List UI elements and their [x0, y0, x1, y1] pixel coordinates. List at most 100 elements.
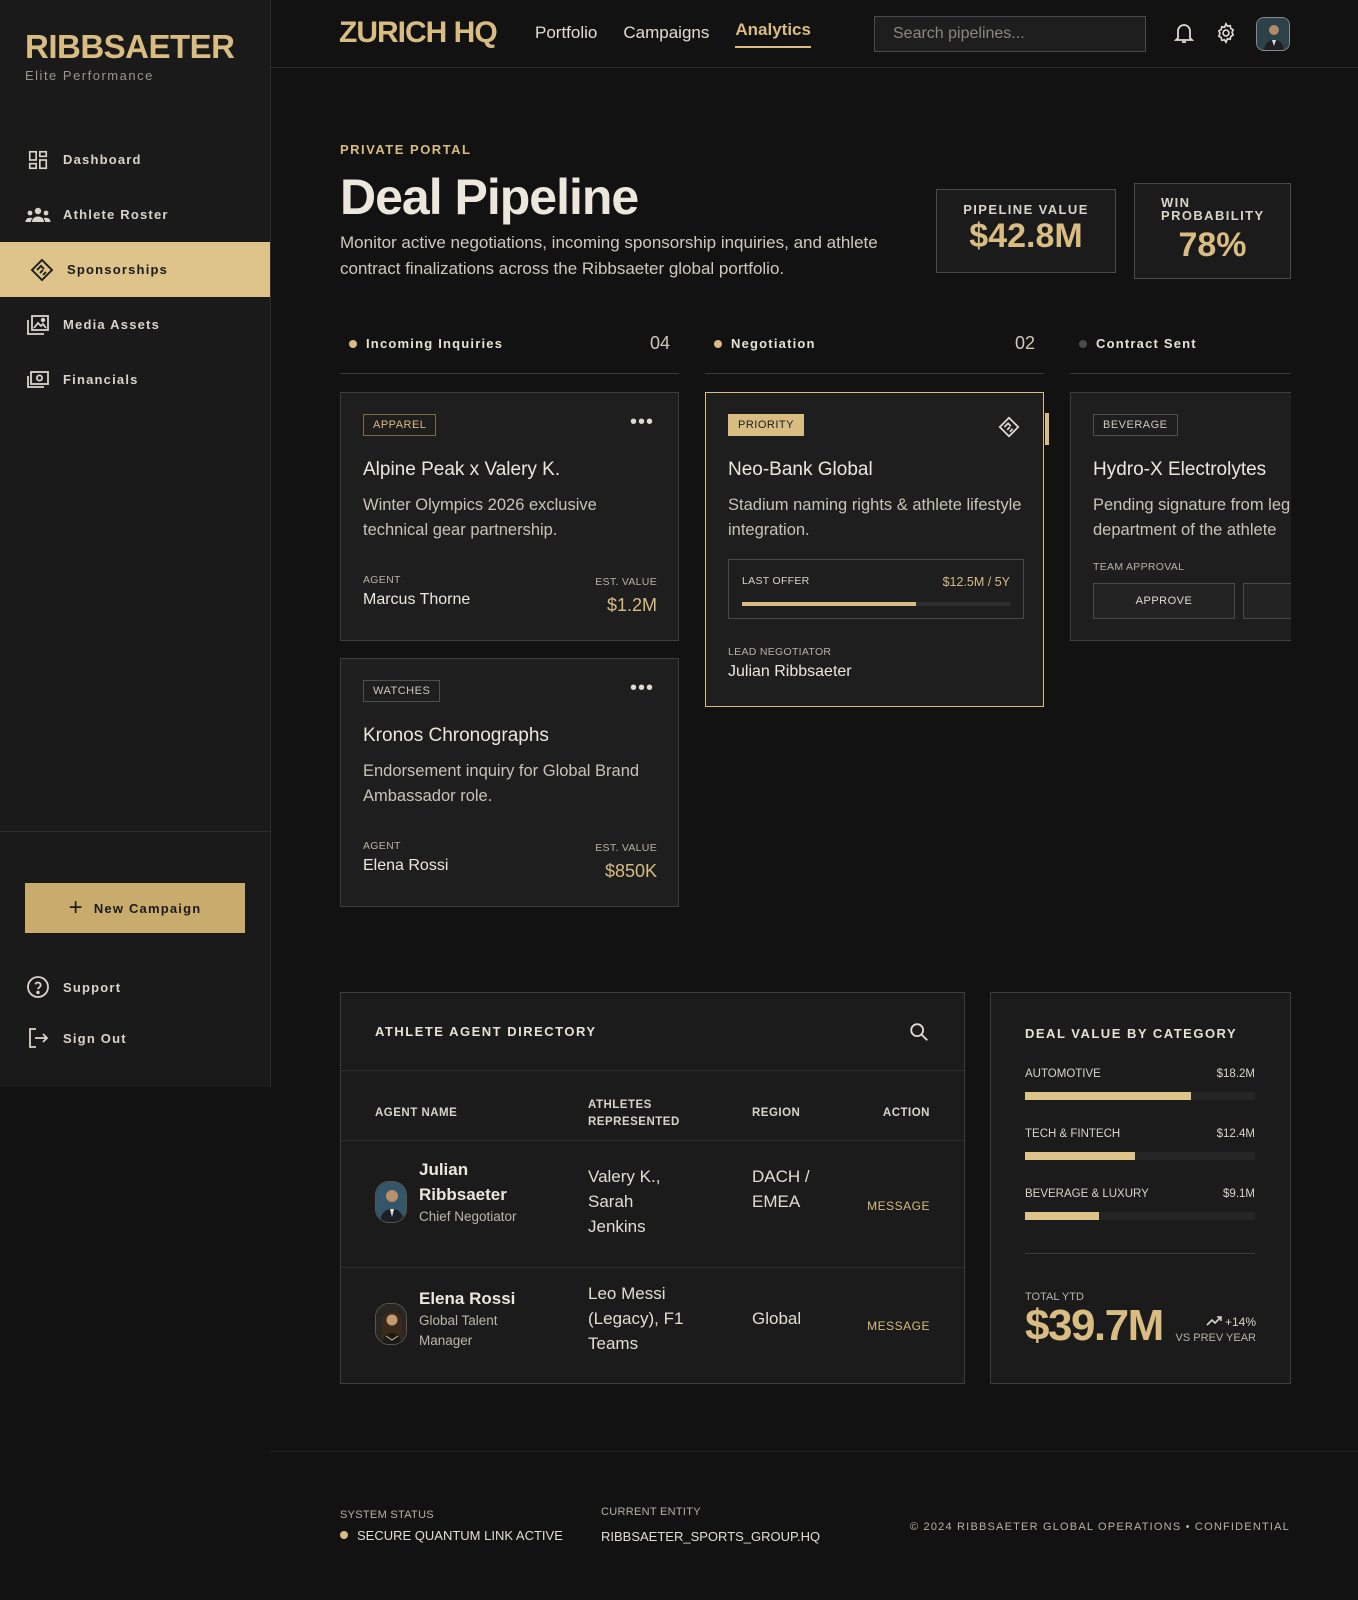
- sign-out-link[interactable]: Sign Out: [25, 1025, 127, 1051]
- pipeline-value: $42.8M: [969, 217, 1083, 255]
- column-contract-sent: Contract Sent: [1070, 326, 1291, 374]
- divider: [1025, 1253, 1255, 1254]
- new-campaign-button[interactable]: + New Campaign: [25, 883, 245, 933]
- divider: [341, 1267, 964, 1268]
- category-name: TECH & FINTECH: [1025, 1128, 1121, 1140]
- support-label: Support: [63, 979, 122, 995]
- agent-name: Marcus Thorne: [363, 591, 471, 608]
- athletes-represented: Valery K., Sarah Jenkins: [588, 1167, 661, 1236]
- est-value: $850K: [604, 861, 657, 881]
- category-row-automotive: AUTOMOTIVE $18.2M: [1025, 1068, 1255, 1100]
- column-negotiation: Negotiation 02: [705, 326, 1044, 374]
- payments-icon: [25, 367, 51, 393]
- sidebar-item-label: Financials: [63, 372, 139, 387]
- support-link[interactable]: Support: [25, 974, 121, 1000]
- nav-analytics[interactable]: Analytics: [735, 20, 811, 48]
- message-button[interactable]: MESSAGE: [867, 1319, 930, 1333]
- sidebar-item-financials[interactable]: Financials: [0, 352, 270, 407]
- page-description: Monitor active negotiations, incoming sp…: [340, 233, 878, 278]
- region: Global: [752, 1309, 802, 1328]
- category-value: $12.4M: [1216, 1128, 1255, 1140]
- user-avatar[interactable]: [1256, 17, 1290, 51]
- pipeline-value-label: PIPELINE VALUE: [963, 202, 1089, 217]
- offer-progress-fill: [742, 602, 917, 606]
- trend-caption: VS PREV YEAR: [1175, 1332, 1257, 1344]
- sidebar-item-label: Athlete Roster: [63, 207, 169, 222]
- secondary-action-button[interactable]: [1243, 583, 1291, 619]
- sidebar-item-media-assets[interactable]: Media Assets: [0, 297, 270, 352]
- status-dot: [1079, 340, 1087, 348]
- win-probability-value: 78%: [1178, 226, 1247, 264]
- agent-role: Global Talent Manager: [419, 1313, 498, 1348]
- trend-indicator: +14% VS PREV YEAR: [1176, 1315, 1257, 1344]
- agent-name: Elena Rossi: [419, 1289, 516, 1308]
- trend-value: +14%: [1224, 1315, 1256, 1329]
- approve-button[interactable]: APPROVE: [1093, 583, 1235, 619]
- est-value: $1.2M: [606, 595, 657, 615]
- category-value: $18.2M: [1216, 1068, 1255, 1080]
- column-label: Incoming Inquiries: [366, 336, 504, 351]
- nav-campaigns[interactable]: Campaigns: [623, 23, 710, 42]
- deal-card-alpine-peak[interactable]: APPAREL ••• Alpine Peak x Valery K. Wint…: [340, 392, 679, 641]
- sidebar-item-dashboard[interactable]: Dashboard: [0, 132, 270, 187]
- win-probability-label: WIN PROBABILITY: [1161, 195, 1265, 223]
- header-region: REGION: [752, 1107, 801, 1119]
- category-tag: BEVERAGE: [1093, 414, 1178, 436]
- header-action: ACTION: [882, 1107, 930, 1119]
- nav-portfolio[interactable]: Portfolio: [535, 23, 598, 42]
- last-offer-value: $12.5M / 5Y: [942, 575, 1010, 589]
- sidebar-item-label: Media Assets: [63, 317, 161, 332]
- column-incoming-inquiries: Incoming Inquiries 04: [340, 326, 679, 374]
- more-options-icon[interactable]: •••: [629, 411, 654, 433]
- bell-icon[interactable]: [1172, 21, 1196, 45]
- pipeline-value-card: PIPELINE VALUE $42.8M: [936, 189, 1116, 273]
- column-count: 02: [1014, 333, 1035, 353]
- footer-divider: [271, 1451, 1358, 1452]
- column-count: 04: [649, 333, 670, 353]
- current-entity-value: RIBBSAETER_SPORTS_GROUP.HQ: [601, 1529, 821, 1544]
- category-value: $9.1M: [1223, 1188, 1255, 1200]
- brand-tagline: Elite Performance: [25, 68, 154, 83]
- agent-name: Elena Rossi: [363, 857, 449, 874]
- category-row-beverage-luxury: BEVERAGE & LUXURY $9.1M: [1025, 1188, 1255, 1220]
- trending-up-icon: [1206, 1315, 1225, 1329]
- agent-name: Julian Ribbsaeter: [419, 1160, 507, 1204]
- sidebar-nav: Dashboard Athlete Roster Sponsorships Me…: [0, 132, 270, 407]
- last-offer-box: LAST OFFER $12.5M / 5Y: [728, 559, 1024, 619]
- lead-negotiator-label: LEAD NEGOTIATOR: [728, 646, 832, 658]
- page-eyebrow: PRIVATE PORTAL: [340, 142, 472, 157]
- search-icon[interactable]: [908, 1021, 930, 1048]
- est-value-label: EST. VALUE: [595, 842, 657, 854]
- priority-marker: [1045, 413, 1049, 445]
- header-title: ZURICH HQ: [339, 16, 498, 49]
- deal-title: Neo-Bank Global: [728, 459, 873, 480]
- divider: [341, 1070, 964, 1071]
- lead-negotiator-name: Julian Ribbsaeter: [728, 663, 852, 680]
- gear-icon[interactable]: [1214, 21, 1238, 45]
- deal-description: Winter Olympics 2026 exclusive technical…: [363, 496, 597, 539]
- sidebar-item-athlete-roster[interactable]: Athlete Roster: [0, 187, 270, 242]
- brand[interactable]: RIBBSAETER Elite Performance: [25, 28, 235, 83]
- deal-title: Kronos Chronographs: [363, 725, 549, 746]
- top-header: ZURICH HQ Portfolio Campaigns Analytics: [271, 0, 1358, 68]
- category-name: BEVERAGE & LUXURY: [1025, 1188, 1149, 1200]
- contract-sent-clip: BEVERAGE Hydro-X Electrolytes Pending si…: [1070, 392, 1291, 642]
- sidebar-item-sponsorships[interactable]: Sponsorships: [0, 242, 270, 297]
- category-name: AUTOMOTIVE: [1025, 1068, 1101, 1080]
- deal-card-neo-bank[interactable]: PRIORITY Neo-Bank Global Stadium naming …: [705, 392, 1049, 707]
- category-tag: WATCHES: [363, 680, 441, 702]
- deal-card-kronos[interactable]: WATCHES ••• Kronos Chronographs Endorsem…: [340, 658, 679, 907]
- status-dot: [349, 340, 357, 348]
- roster-icon: [25, 202, 51, 228]
- agent-label: AGENT: [363, 840, 401, 852]
- system-status-label: SYSTEM STATUS: [340, 1509, 434, 1521]
- more-options-icon[interactable]: •••: [629, 677, 654, 699]
- message-button[interactable]: MESSAGE: [867, 1199, 930, 1213]
- priority-tag: PRIORITY: [728, 414, 804, 436]
- deal-description: Pending signature from legal department …: [1093, 496, 1291, 539]
- search-input[interactable]: [874, 16, 1146, 52]
- category-bar-fill: [1025, 1212, 1099, 1220]
- status-dot: [340, 1531, 348, 1539]
- deal-description: Endorsement inquiry for Global Brand Amb…: [363, 762, 640, 805]
- deal-card-hydro-x[interactable]: BEVERAGE Hydro-X Electrolytes Pending si…: [1070, 392, 1291, 641]
